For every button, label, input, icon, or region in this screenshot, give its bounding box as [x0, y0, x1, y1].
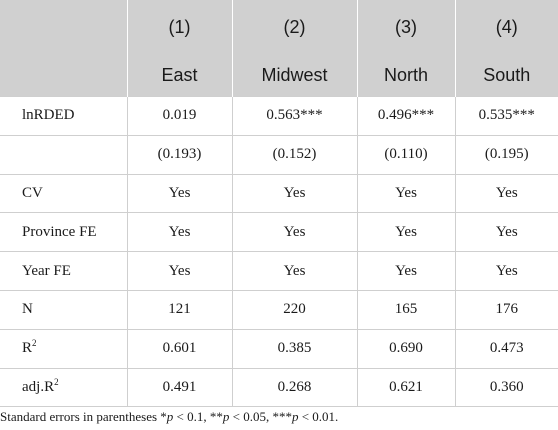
- table-cell: 0.601: [126, 329, 232, 369]
- table-cell: Yes: [356, 174, 455, 214]
- header-number: (4): [454, 0, 558, 55]
- table-cell: 176: [454, 290, 558, 330]
- footnote-suffix: < 0.01.: [298, 409, 339, 424]
- table-cell: Yes: [126, 251, 232, 291]
- header-number: (3): [356, 0, 455, 55]
- table-cell: Yes: [231, 212, 357, 253]
- table-row: (0.193) (0.152) (0.110) (0.195): [0, 135, 558, 175]
- table-row: adj.R2 0.491 0.268 0.621 0.360: [0, 368, 558, 408]
- table-row: R2 0.601 0.385 0.690 0.473: [0, 329, 558, 369]
- row-label: lnRDED: [0, 96, 127, 136]
- row-label: [0, 135, 127, 175]
- table-row: Year FE Yes Yes Yes Yes: [0, 251, 558, 291]
- table-cell: Yes: [356, 212, 455, 253]
- header-region: North: [356, 55, 455, 97]
- table-row: lnRDED 0.019 0.563*** 0.496*** 0.535***: [0, 96, 558, 136]
- header-region: Midwest: [231, 55, 357, 97]
- header-corner: [0, 0, 127, 55]
- regression-table: (1) (2) (3) (4) East Midwest North South…: [0, 0, 558, 408]
- header-number: (2): [231, 0, 357, 55]
- table-cell: (0.152): [231, 135, 357, 175]
- table-cell: Yes: [454, 251, 558, 291]
- table-cell: Yes: [356, 251, 455, 291]
- table-cell: 0.496***: [356, 96, 455, 136]
- table-cell: 0.621: [356, 368, 455, 408]
- table-cell: 0.491: [126, 368, 232, 408]
- table-cell: (0.110): [356, 135, 455, 175]
- row-label-sup: 2: [32, 338, 37, 349]
- table-footnote: Standard errors in parentheses *p < 0.1,…: [0, 409, 338, 425]
- table-row: N 121 220 165 176: [0, 290, 558, 330]
- table-cell: (0.193): [126, 135, 232, 175]
- table-cell: 220: [231, 290, 357, 330]
- footnote-text: < 0.1, **: [173, 409, 223, 424]
- row-label: Year FE: [0, 251, 127, 291]
- table-cell: Yes: [454, 212, 558, 253]
- table-cell: 0.563***: [231, 96, 357, 136]
- table-cell: 0.019: [126, 96, 232, 136]
- header-row-numbers: (1) (2) (3) (4): [0, 0, 558, 55]
- row-label: N: [0, 290, 127, 330]
- footnote-p: p: [291, 409, 299, 424]
- row-label: R2: [0, 329, 127, 369]
- table-cell: 165: [356, 290, 455, 330]
- table-cell: 121: [126, 290, 232, 330]
- table-cell: Yes: [126, 212, 232, 253]
- row-label: CV: [0, 174, 127, 214]
- header-region: South: [454, 55, 558, 97]
- table-cell: 0.268: [231, 368, 357, 408]
- row-label-base: R: [22, 340, 33, 357]
- row-label: adj.R2: [0, 368, 127, 408]
- table-cell: 0.360: [454, 368, 558, 408]
- header-row-regions: East Midwest North South: [0, 55, 558, 97]
- table-cell: 0.690: [356, 329, 455, 369]
- table-cell: (0.195): [454, 135, 558, 175]
- footnote-text: < 0.05, ***: [229, 409, 292, 424]
- header-number: (1): [126, 0, 232, 55]
- table-cell: Yes: [231, 174, 357, 214]
- row-label: Province FE: [0, 212, 127, 253]
- table-cell: Yes: [454, 174, 558, 214]
- footnote-prefix: Standard errors in parentheses *: [0, 409, 167, 424]
- table-cell: Yes: [126, 174, 232, 214]
- row-label-sup: 2: [54, 376, 59, 387]
- table-cell: 0.473: [454, 329, 558, 369]
- footnote-p: p: [166, 409, 174, 424]
- header-corner: [0, 55, 127, 97]
- table-cell: Yes: [231, 251, 357, 291]
- footnote-p: p: [222, 409, 230, 424]
- table-cell: 0.385: [231, 329, 357, 369]
- table-row: Province FE Yes Yes Yes Yes: [0, 212, 558, 253]
- row-label-base: adj.R: [22, 378, 55, 395]
- table-cell: 0.535***: [454, 96, 558, 136]
- header-region: East: [126, 55, 232, 97]
- table-row: CV Yes Yes Yes Yes: [0, 174, 558, 214]
